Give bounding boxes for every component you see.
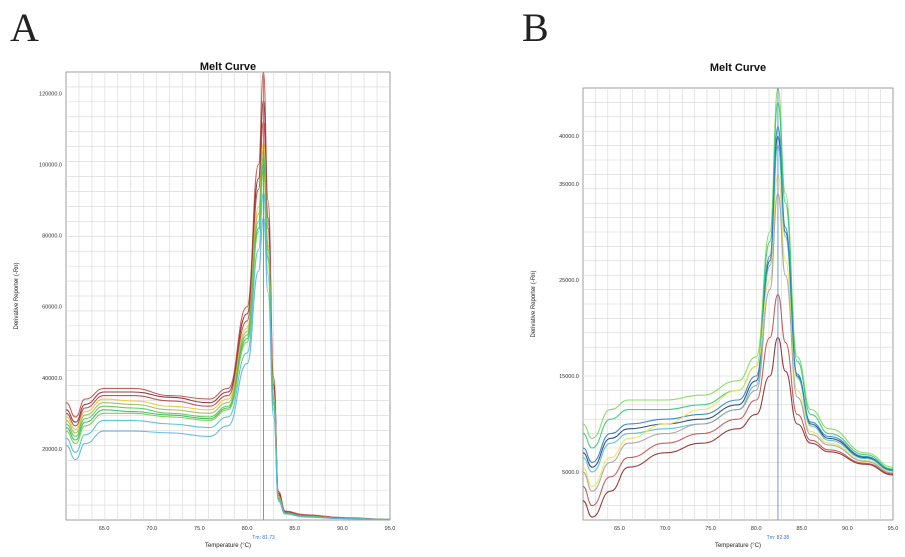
x-tick-label: 80.0 (242, 526, 253, 532)
x-tick-label: 95.0 (385, 526, 396, 532)
y-tick-label: 40000.0 (559, 134, 579, 140)
x-axis-label: Temperature (°C) (205, 543, 251, 549)
y-tick-label: 35000.0 (559, 182, 579, 188)
panel-letter-a: A (10, 5, 39, 50)
series-group (582, 87, 894, 518)
y-tick-label: 40000.0 (42, 376, 62, 382)
series-line-3 (65, 121, 391, 521)
y-tick-label: 60000.0 (42, 305, 62, 311)
x-tick-label: 85.0 (796, 526, 807, 532)
y-tick-label: 25000.0 (559, 278, 579, 284)
y-tick-label: 120000.0 (39, 91, 62, 97)
x-tick-label: 65.0 (614, 526, 625, 532)
x-tick-label: 75.0 (194, 526, 205, 532)
y-axis-label: Derivative Reporter (-Rn) (14, 262, 20, 329)
x-axis-label: Temperature (°C) (715, 543, 761, 549)
series-line-4 (582, 145, 894, 473)
x-tick-label: 85.0 (289, 526, 300, 532)
x-tick-label: 80.0 (751, 526, 762, 532)
chart-b: Melt Curve 65.0 70.0 75.0 80.0 85.0 90.0 95.0 50… (531, 62, 898, 549)
y-tick-label: 100000.0 (39, 162, 62, 168)
x-tick-label: 70.0 (660, 526, 671, 532)
x-tick-label: 65.0 (99, 526, 110, 532)
series-line-10 (65, 217, 391, 521)
series-line-2 (582, 101, 894, 470)
series-line-9 (582, 337, 894, 518)
panel-letter-b: B (522, 5, 549, 50)
x-tick-label: 70.0 (146, 526, 157, 532)
series-group (65, 71, 391, 521)
series-line-5 (582, 125, 894, 471)
chart-a: Melt Curve 65.0 70.0 75.0 80.0 85.0 90.0 95.0 20… (14, 61, 395, 549)
series-line-8 (582, 293, 894, 507)
y-tick-label: 15000.0 (559, 374, 579, 380)
x-tick-label: 95.0 (888, 526, 899, 532)
series-line-6 (582, 173, 894, 487)
tm-label: Tm: 81.73 (252, 535, 275, 541)
chart-title: Melt Curve (710, 62, 766, 74)
series-line-7 (582, 193, 894, 492)
x-tick-label: 90.0 (842, 526, 853, 532)
series-line-3 (582, 135, 894, 471)
y-tick-label: 80000.0 (42, 234, 62, 240)
y-tick-label: 5000.0 (562, 470, 579, 476)
y-axis-label: Derivative Reporter (-Rn) (531, 270, 537, 337)
tm-label: Tm: 82.38 (767, 535, 790, 541)
x-tick-label: 90.0 (337, 526, 348, 532)
x-tick-label: 75.0 (705, 526, 716, 532)
chart-title: Melt Curve (200, 61, 256, 73)
y-tick-label: 20000.0 (42, 447, 62, 453)
series-line-1 (582, 87, 894, 468)
